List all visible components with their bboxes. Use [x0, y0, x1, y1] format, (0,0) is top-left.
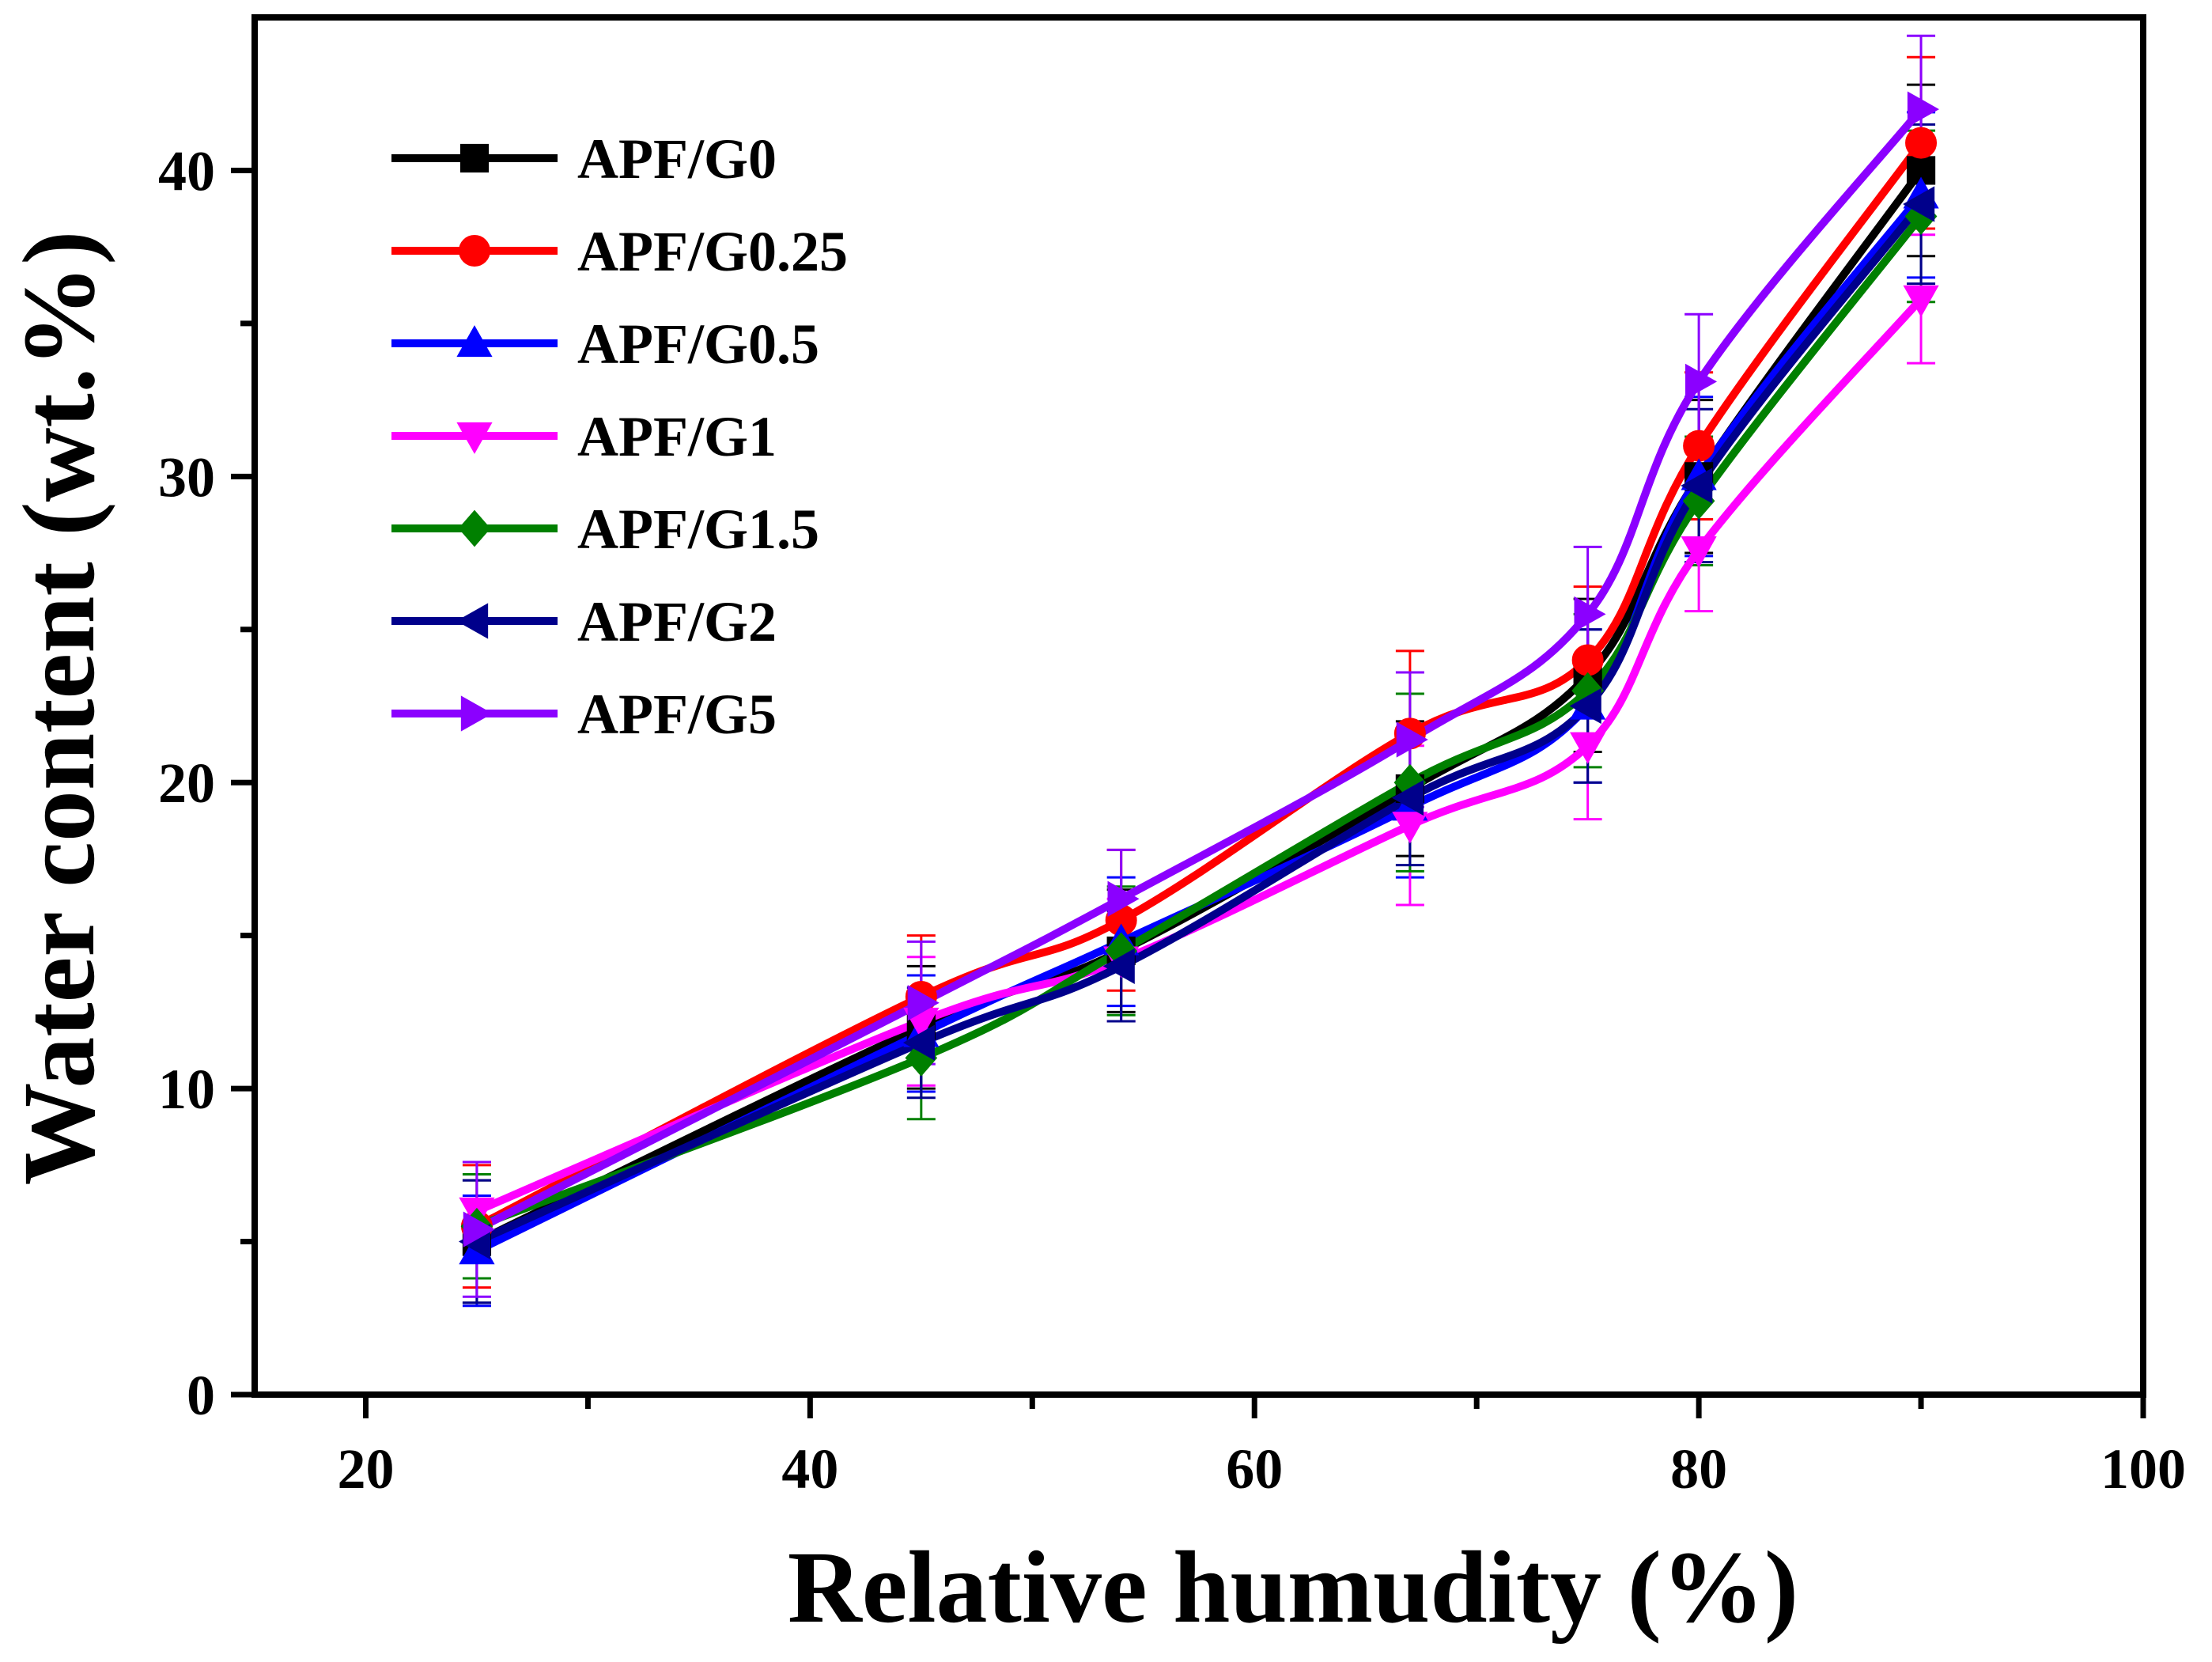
legend-label: APF/G0.5 [577, 312, 819, 376]
data-point-apf-g1 [1392, 812, 1428, 844]
y-tick-label: 10 [158, 1058, 215, 1121]
legend-label: APF/G2 [577, 590, 777, 653]
data-point-apf-g1 [1903, 285, 1939, 317]
data-point-apf-g5 [1107, 880, 1140, 917]
x-tick-label: 100 [2100, 1437, 2186, 1501]
legend-item-apf-g0: APF/G0 [391, 127, 777, 191]
series-markers [459, 91, 1939, 1265]
legend-item-apf-g5: APF/G5 [391, 683, 777, 746]
plot-frame [251, 14, 2146, 1398]
data-point-apf-g5 [463, 1211, 495, 1247]
y-tick-label: 20 [158, 751, 215, 815]
axis-ticks [231, 167, 2146, 1418]
legend-marker [459, 143, 490, 173]
legend-marker [458, 509, 491, 547]
legend-label: APF/G1 [577, 405, 777, 468]
data-point-apf-g1 [1681, 536, 1717, 569]
legend-label: APF/G5 [577, 683, 777, 746]
data-point-apf-g1 [1570, 732, 1606, 764]
data-point-apf-g5 [1396, 721, 1428, 758]
legend-marker [456, 603, 489, 639]
data-point-apf-g2 [1569, 687, 1601, 725]
legend-item-apf-g0-5: APF/G0.5 [391, 312, 819, 376]
legend-item-apf-g2: APF/G2 [391, 590, 777, 653]
legend-marker [456, 325, 493, 358]
data-point-apf-g2 [1391, 779, 1424, 816]
legend-item-apf-g0-25: APF/G0.25 [391, 220, 848, 283]
legend-item-apf-g1: APF/G1 [391, 405, 777, 468]
x-tick-label: 80 [1670, 1437, 1727, 1501]
x-axis-title: Relative humudity (%) [788, 1531, 1798, 1645]
legend-item-apf-g1-5: APF/G1.5 [391, 498, 819, 561]
x-tick-label: 60 [1226, 1437, 1283, 1501]
data-point-apf-g0-25 [1571, 644, 1604, 676]
y-axis-title: Water content (wt.%) [2, 230, 116, 1185]
legend-label: APF/G0.25 [577, 220, 848, 283]
data-point-apf-g0-25 [1683, 430, 1715, 462]
y-tick-label: 30 [158, 445, 215, 509]
y-tick-label: 0 [187, 1364, 215, 1427]
legend: APF/G0 APF/G0.25 APF/G0.5 APF/G1 APF/G1.5 APF… [391, 127, 848, 746]
axis-tick-labels: 20 40 60 80 100 0 10 20 30 40 [158, 139, 2186, 1501]
data-point-apf-g2 [902, 1024, 935, 1061]
data-point-apf-g2 [1102, 948, 1135, 984]
legend-marker [456, 422, 493, 454]
x-tick-label: 40 [781, 1437, 838, 1501]
data-point-apf-g5 [1685, 363, 1718, 400]
legend-marker [459, 235, 490, 267]
legend-marker [460, 695, 493, 732]
data-point-apf-g2 [1681, 468, 1713, 504]
data-point-apf-g0-25 [1905, 127, 1938, 159]
data-point-apf-g2 [1903, 186, 1935, 222]
legend-label: APF/G1.5 [577, 498, 819, 561]
legend-label: APF/G0 [577, 127, 777, 191]
data-point-apf-g5 [1574, 596, 1606, 633]
x-tick-label: 20 [337, 1437, 394, 1501]
y-tick-label: 40 [158, 139, 215, 203]
data-point-apf-g5 [907, 985, 940, 1021]
data-point-apf-g5 [1907, 91, 1939, 127]
